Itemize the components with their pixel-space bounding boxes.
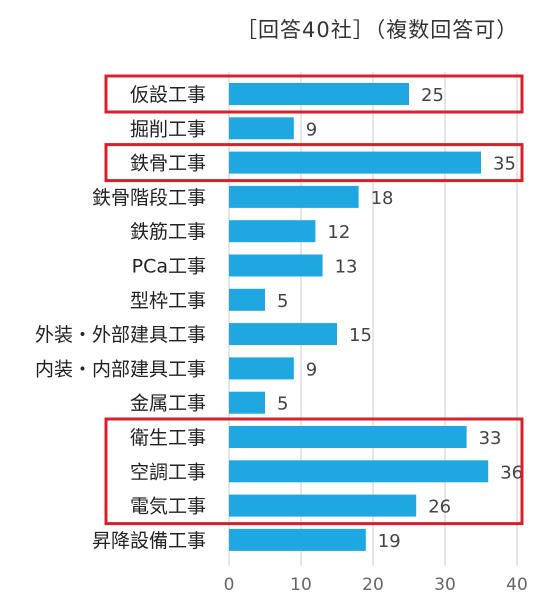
category-label: 掘削工事	[130, 118, 206, 140]
value-label: 15	[349, 325, 372, 346]
value-label: 25	[421, 85, 444, 106]
category-label: 空調工事	[130, 461, 206, 483]
x-tick-label: 20	[362, 575, 384, 595]
value-label: 33	[479, 428, 502, 449]
value-label: 12	[327, 222, 350, 243]
category-label: 金属工事	[130, 393, 206, 415]
value-label: 19	[378, 531, 401, 552]
value-label: 26	[428, 497, 451, 518]
bar-7	[229, 288, 265, 311]
bar-4	[229, 185, 359, 208]
category-label: 仮設工事	[130, 84, 206, 106]
value-label: 13	[335, 257, 358, 278]
category-label: 鉄筋工事	[130, 221, 206, 243]
category-label: 電気工事	[130, 496, 206, 518]
category-label: 衛生工事	[130, 427, 206, 449]
chart-subtitle: ［回答40社］（複数回答可）	[236, 18, 519, 42]
value-label: 18	[371, 188, 394, 209]
bar-11	[229, 426, 467, 448]
highlight-box-2	[104, 143, 524, 183]
category-label: 内装・内部建具工事	[35, 358, 206, 380]
category-label: 型枠工事	[130, 290, 206, 312]
bar-13	[229, 494, 417, 517]
value-label: 5	[277, 394, 288, 415]
value-label: 9	[306, 119, 317, 140]
category-label: 外装・外部建具工事	[35, 324, 206, 346]
category-label: 鉄骨工事	[130, 153, 206, 175]
bar-9	[229, 357, 294, 380]
x-tick-label: 0	[224, 575, 235, 595]
bar-6	[229, 254, 323, 277]
bar-5	[229, 220, 316, 243]
value-label: 5	[277, 291, 288, 312]
x-tick-label: 30	[434, 575, 456, 595]
bar-1	[229, 83, 409, 105]
value-label: 35	[493, 154, 516, 175]
highlight-box-1	[104, 74, 524, 114]
value-label: 36	[500, 462, 523, 483]
bar-14	[229, 528, 366, 551]
x-tick-label: 40	[506, 575, 528, 595]
bar-2	[229, 117, 294, 140]
category-label: PCa工事	[132, 256, 206, 278]
bar-3	[229, 151, 481, 174]
highlight-box-3	[104, 417, 524, 526]
category-label: 鉄骨階段工事	[92, 187, 206, 209]
bar-8	[229, 323, 337, 346]
value-label: 9	[306, 359, 317, 380]
x-tick-label: 10	[290, 575, 312, 595]
bar-10	[229, 391, 265, 414]
category-label: 昇降設備工事	[92, 530, 206, 552]
bar-12	[229, 460, 489, 483]
